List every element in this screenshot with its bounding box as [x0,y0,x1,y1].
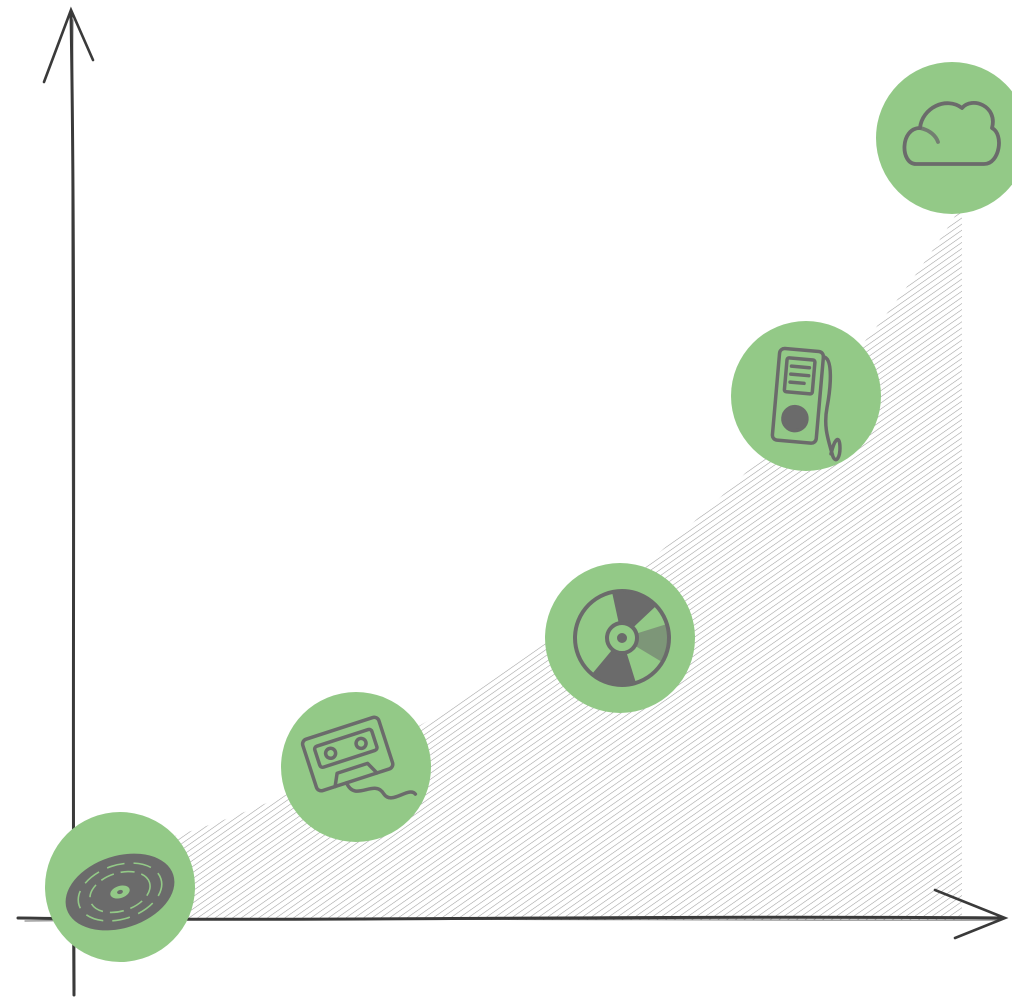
milestone-mp3-player [731,321,881,471]
milestone-cassette [281,692,431,842]
vinyl-record-icon [65,853,175,931]
cassette-tape-icon [300,715,418,800]
x-axis-arrowhead [933,888,1009,940]
y-axis-arrowhead [42,6,95,84]
milestone-vinyl [45,812,195,962]
badge-mp3-player [731,321,881,471]
growth-area [150,205,962,920]
badge-cloud [876,62,1012,214]
mp3-player-icon [770,346,842,462]
compact-disc-icon [573,589,671,687]
milestone-cd [545,563,695,713]
milestone-cloud [876,62,1012,214]
cloud-icon [902,101,1001,166]
